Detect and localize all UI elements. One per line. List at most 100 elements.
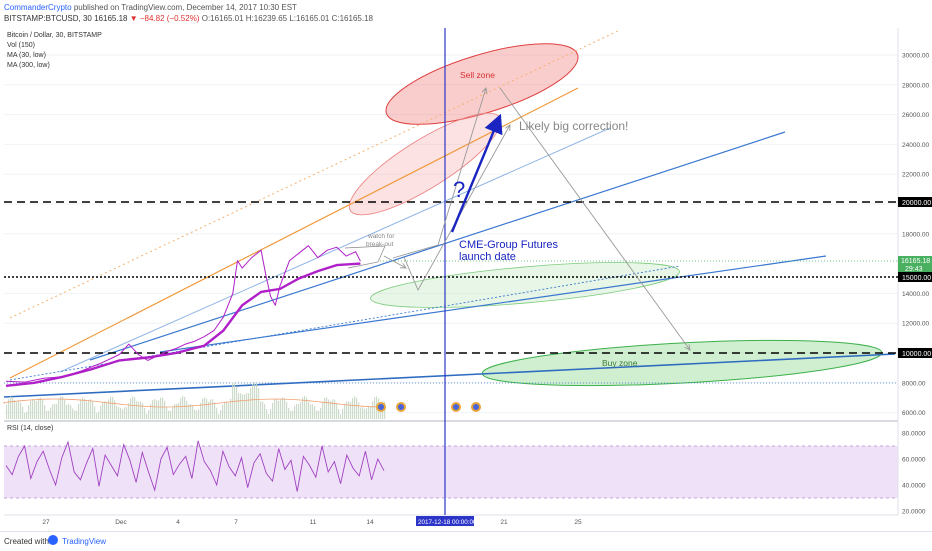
price-pane[interactable] xyxy=(4,28,898,419)
breakout-label-1: watch for xyxy=(367,233,395,240)
volume-bar xyxy=(16,402,18,419)
volume-bar xyxy=(110,396,112,419)
volume-bar xyxy=(120,407,122,419)
gray-arrow-buy xyxy=(499,87,690,350)
sell-zone-top[interactable] xyxy=(378,27,586,141)
volume-bar xyxy=(90,399,92,419)
rsi-tick-label: 80.0000 xyxy=(902,431,926,438)
tradingview-logo-icon[interactable] xyxy=(48,535,58,545)
volume-bar xyxy=(196,410,198,419)
volume-bar xyxy=(262,401,264,419)
volume-bar xyxy=(158,400,160,419)
volume-bar xyxy=(224,401,226,419)
price-axis[interactable]: 30000.00 28000.00 26000.00 24000.00 22000.00… xyxy=(902,53,929,418)
chart-canvas[interactable]: Bitcoin / Dollar, 30, BITSTAMP Vol (150)… xyxy=(0,0,932,531)
volume-bar xyxy=(140,401,142,419)
volume-bar xyxy=(174,404,176,419)
volume-bar xyxy=(8,399,10,419)
volume-bar xyxy=(94,406,96,419)
volume-bar xyxy=(250,388,252,419)
volume-bar xyxy=(288,407,290,419)
volume-bar xyxy=(144,407,146,419)
volume-bar xyxy=(64,399,66,419)
volume-bar xyxy=(336,403,338,419)
volume-bar xyxy=(304,396,306,419)
volume-bar xyxy=(160,397,162,419)
green-zone-mid[interactable] xyxy=(369,254,681,317)
gray-arrow-short xyxy=(383,255,406,268)
volume-bar xyxy=(124,407,126,419)
volume-bar xyxy=(48,410,50,419)
time-tick-label: 7 xyxy=(234,519,238,526)
volume-bar xyxy=(280,399,282,419)
volume-bar xyxy=(314,406,316,419)
volume-bar xyxy=(112,396,114,419)
volume-bar xyxy=(60,396,62,419)
volume-bar xyxy=(200,402,202,419)
volume-bar xyxy=(322,401,324,419)
volume-bar xyxy=(128,403,130,419)
volume-bar xyxy=(204,397,206,419)
ohlc-values: O:16165.01 H:16239.65 L:16165.01 C:16165… xyxy=(201,14,373,23)
legend-ma300: MA (300, low) xyxy=(7,62,50,69)
volume-bar xyxy=(178,403,180,419)
volume-bar xyxy=(102,402,104,419)
price-tick-label: 6000.00 xyxy=(902,410,926,417)
volume-bar xyxy=(308,401,310,419)
volume-bar xyxy=(88,399,90,419)
author-link[interactable]: CommanderCrypto xyxy=(4,3,72,12)
volume-bar xyxy=(368,406,370,419)
footer-bar: Created with TradingView xyxy=(0,531,932,551)
volume-bar xyxy=(116,405,118,419)
volume-bar xyxy=(20,402,22,419)
volume-bar xyxy=(302,397,304,419)
volume-bar xyxy=(176,404,178,419)
volume-bar xyxy=(284,398,286,419)
correction-label: Likely big correction! xyxy=(519,119,628,133)
sell-zone-label: Sell zone xyxy=(460,70,495,80)
price-tick-label: 12000.00 xyxy=(902,321,929,328)
volume-bar xyxy=(328,399,330,419)
symbol-text: BITSTAMP:BTCUSD, 30 xyxy=(4,14,92,23)
time-axis[interactable]: 27 Dec 4 7 11 14 21 25 xyxy=(42,519,582,526)
volume-bar xyxy=(28,405,30,419)
rsi-axis[interactable]: 80.0000 60.0000 40.0000 20.0000 xyxy=(902,431,926,516)
time-tick-label: 14 xyxy=(366,519,374,526)
tradingview-link[interactable]: TradingView xyxy=(62,537,107,546)
volume-bar xyxy=(306,397,308,419)
published-text: published on TradingView.com, December 1… xyxy=(73,3,297,12)
volume-bar xyxy=(334,399,336,419)
volume-bar xyxy=(260,401,262,419)
volume-bar xyxy=(70,405,72,419)
volume-bar xyxy=(152,400,154,419)
marker-20000: 20000.00 xyxy=(902,200,931,207)
rsi-tick-label: 20.0000 xyxy=(902,509,926,516)
volume-bar xyxy=(360,407,362,419)
rsi-line xyxy=(5,440,385,492)
volume-bar xyxy=(202,398,204,419)
volume-bar xyxy=(222,404,224,419)
volume-bar xyxy=(230,398,232,419)
volume-bar xyxy=(14,400,16,419)
volume-bar xyxy=(6,404,8,419)
volume-bar xyxy=(340,414,342,419)
volume-bar xyxy=(236,387,238,419)
volume-bar xyxy=(318,410,320,419)
event-icons[interactable] xyxy=(376,402,481,412)
volume-bar xyxy=(186,400,188,419)
volume-bar xyxy=(52,404,54,419)
volume-bar xyxy=(96,413,98,419)
volume-bar xyxy=(300,401,302,419)
volume-bar xyxy=(22,406,24,419)
price-tick-label: 22000.00 xyxy=(902,172,929,179)
volume-bar xyxy=(192,405,194,419)
blue-upper-trend xyxy=(89,131,786,361)
price-tick-label: 18000.00 xyxy=(902,231,929,238)
light-blue-line xyxy=(59,127,611,373)
volume-bar xyxy=(264,404,266,419)
volume-bar xyxy=(182,396,184,419)
volume-bar xyxy=(214,402,216,419)
futures-label-2: launch date xyxy=(459,251,516,263)
volume-bar xyxy=(32,399,34,419)
volume-bar xyxy=(180,398,182,419)
